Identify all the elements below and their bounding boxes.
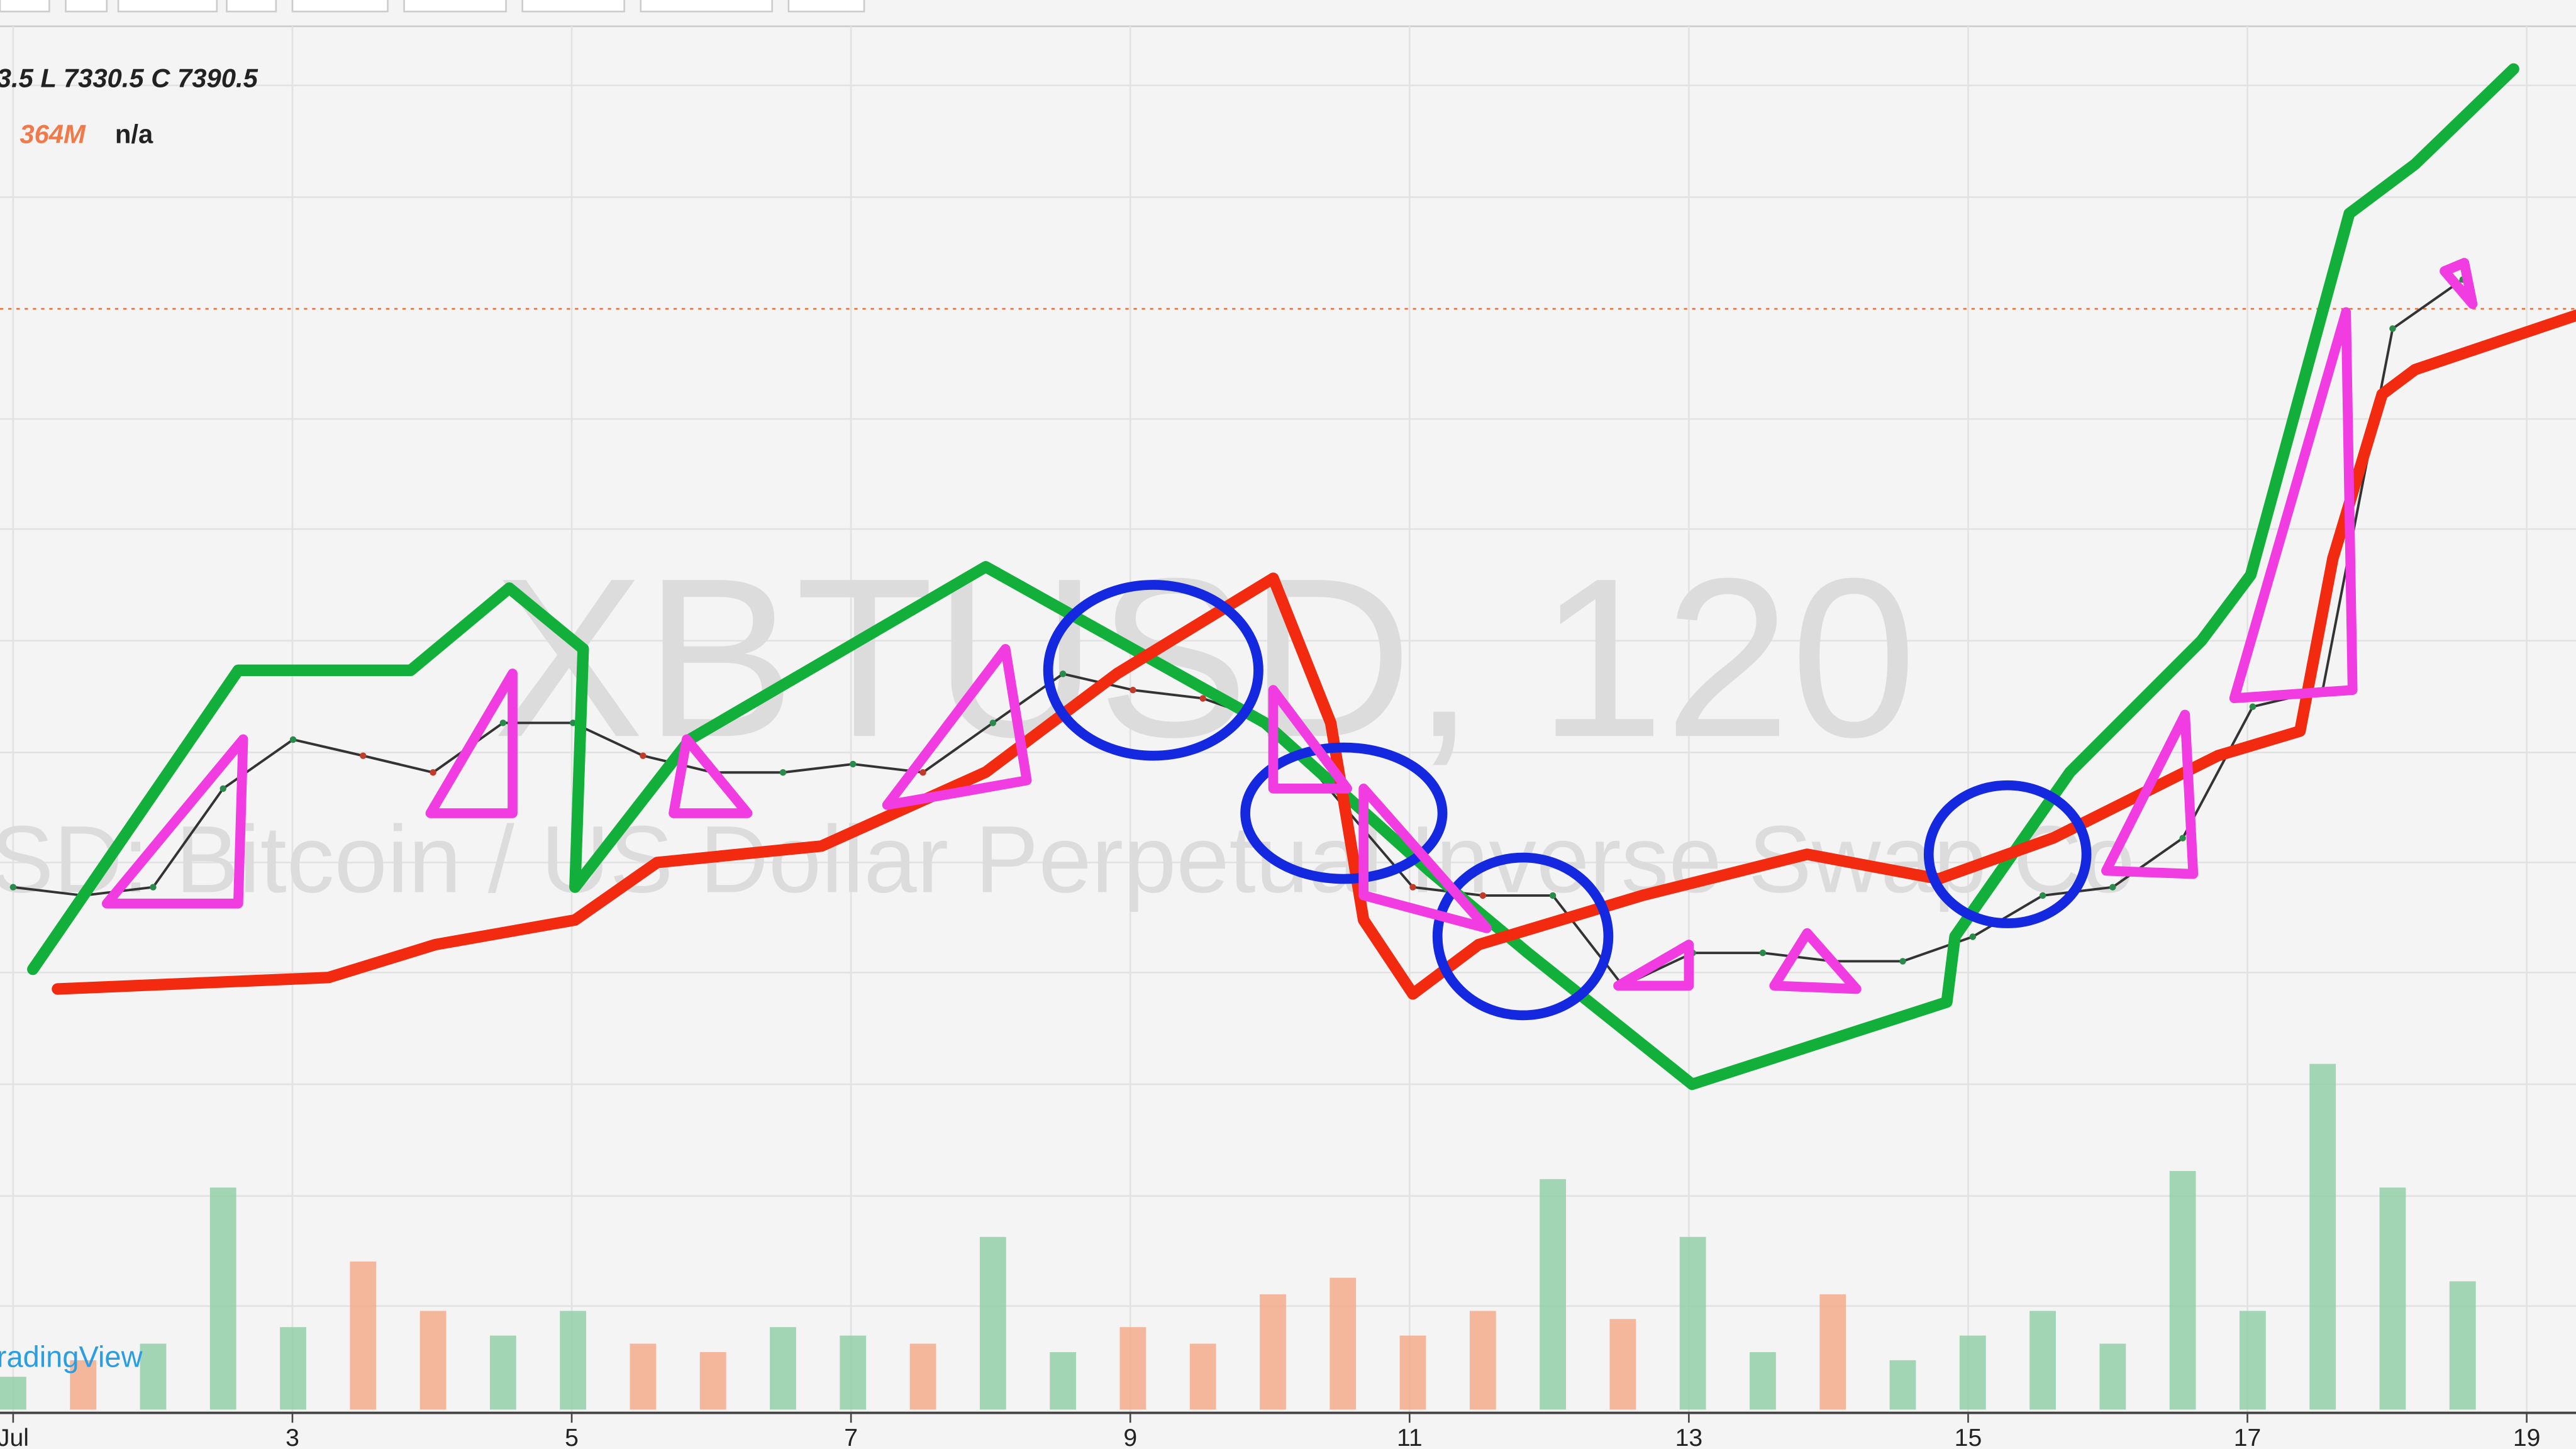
volume-bar — [1609, 1319, 1636, 1410]
magenta-triangles — [101, 258, 2478, 994]
grid — [0, 84, 2576, 1307]
volume-bar — [1540, 1179, 1566, 1410]
branding[interactable]: radingView — [0, 1340, 143, 1373]
volume-bar — [2029, 1311, 2056, 1410]
volume-bar — [1050, 1352, 1077, 1410]
price-point — [1969, 933, 1977, 940]
volume-bar — [1889, 1360, 1916, 1410]
price-point — [430, 769, 436, 776]
volume-bar — [1959, 1335, 1986, 1410]
volume-bar — [419, 1311, 447, 1410]
volume-bar — [2449, 1281, 2476, 1410]
volume-bar — [840, 1335, 867, 1410]
toolbar-button[interactable] — [640, 0, 774, 13]
volume-bar — [699, 1352, 726, 1410]
volume-bar — [1119, 1327, 1146, 1410]
x-tick-label: 13 — [1675, 1424, 1703, 1449]
price-point — [1759, 949, 1767, 957]
volume-bar — [0, 1377, 26, 1410]
volume-bar — [2309, 1063, 2336, 1410]
toolbar-button[interactable] — [787, 0, 865, 13]
price-point — [1479, 892, 1487, 899]
volume-bar — [2099, 1343, 2126, 1410]
price-point — [1899, 958, 1906, 965]
price-point — [360, 752, 367, 759]
x-tick-label: 15 — [1955, 1424, 1982, 1449]
price-point — [150, 884, 157, 891]
red-drawing — [52, 309, 2576, 1000]
volume-bar — [1189, 1343, 1216, 1410]
volume-pane — [0, 1063, 2476, 1410]
x-tick-label: 17 — [2234, 1424, 2262, 1449]
x-tick-label: 3 — [286, 1424, 299, 1449]
volume-bar — [630, 1343, 657, 1410]
x-tick-label: 19 — [2513, 1424, 2541, 1449]
volume-bar — [1819, 1294, 1846, 1410]
volume-bar — [560, 1311, 587, 1410]
volume-bar — [70, 1360, 97, 1410]
volume-bar — [1750, 1352, 1776, 1410]
price-point — [2249, 703, 2257, 710]
volume-bar — [2169, 1170, 2196, 1410]
blue-circles — [1043, 580, 2092, 1021]
volume-bar — [209, 1187, 236, 1410]
volume-bar — [140, 1343, 167, 1410]
toolbar-button[interactable] — [291, 0, 389, 13]
green-drawing — [27, 63, 2519, 1091]
price-point — [850, 760, 857, 768]
price-point — [1409, 884, 1416, 891]
x-axis: Jul 3 5 7 9 11 13 15 17 19 — [0, 1413, 2540, 1449]
price-point — [2389, 325, 2396, 332]
volume-bar — [489, 1335, 516, 1410]
volume-bar — [350, 1261, 377, 1410]
price-point — [2179, 835, 2186, 841]
volume-bar — [2240, 1311, 2266, 1410]
toolbar-button[interactable] — [226, 0, 277, 13]
price-point — [779, 769, 787, 776]
toolbar-button[interactable] — [117, 0, 218, 13]
legend-volume: 364M — [19, 119, 86, 148]
price-point — [9, 884, 17, 891]
x-tick-label: Jul — [0, 1424, 29, 1449]
x-tick-label: 5 — [565, 1424, 579, 1449]
price-point — [989, 719, 997, 726]
vertical-grid — [12, 26, 2528, 1413]
volume-bar — [909, 1343, 936, 1410]
price-point — [919, 769, 926, 776]
price-point — [499, 719, 507, 726]
volume-bar — [770, 1327, 796, 1410]
price-point — [2039, 892, 2046, 899]
legend-ohlc: 3.5 L 7330.5 C 7390.5 — [0, 63, 258, 92]
volume-bar — [1330, 1277, 1357, 1410]
price-point — [1199, 695, 1206, 702]
price-point — [640, 752, 647, 759]
volume-bar — [280, 1327, 306, 1410]
x-tick-label: 7 — [844, 1424, 858, 1449]
hand-drawings — [27, 63, 2576, 1091]
toolbar-button[interactable] — [521, 0, 625, 13]
price-point — [1130, 686, 1136, 694]
toolbar-button[interactable] — [0, 0, 50, 13]
toolbar-button[interactable] — [65, 0, 108, 13]
price-point — [219, 785, 226, 792]
volume-bar — [1260, 1294, 1286, 1410]
price-point — [1059, 670, 1067, 677]
volume-bar — [1469, 1311, 1496, 1410]
x-tick-label: 11 — [1397, 1424, 1423, 1449]
legend-volume-status: n/a — [115, 119, 153, 148]
toolbar-button[interactable] — [403, 0, 507, 13]
toolbar — [0, 0, 865, 13]
price-point — [2109, 884, 2116, 891]
x-tick-label: 9 — [1123, 1424, 1137, 1449]
price-point — [1549, 892, 1557, 899]
volume-bar — [1399, 1335, 1426, 1410]
volume-bar — [979, 1236, 1006, 1410]
volume-bar — [2379, 1187, 2406, 1410]
price-point — [569, 719, 577, 726]
volume-bar — [1679, 1236, 1706, 1410]
price-point — [289, 736, 297, 743]
